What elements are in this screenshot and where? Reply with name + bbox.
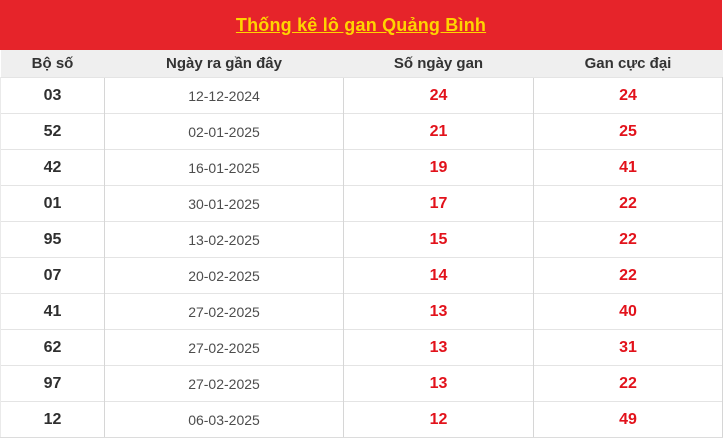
table-row: 07 20-02-2025 14 22 (0, 257, 723, 294)
cell-ngay-ra: 27-02-2025 (104, 329, 344, 366)
table-row: 95 13-02-2025 15 22 (0, 221, 723, 258)
cell-ngay-ra: 06-03-2025 (104, 401, 344, 438)
cell-gan-cuc-dai: 22 (533, 257, 723, 294)
cell-ngay-ra: 27-02-2025 (104, 293, 344, 330)
cell-so-ngay-gan: 17 (343, 185, 534, 222)
cell-bo-so: 95 (0, 221, 105, 258)
cell-so-ngay-gan: 13 (343, 365, 534, 402)
cell-ngay-ra: 27-02-2025 (104, 365, 344, 402)
cell-bo-so: 62 (0, 329, 105, 366)
cell-so-ngay-gan: 14 (343, 257, 534, 294)
title-banner: Thống kê lô gan Quảng Bình (0, 0, 722, 50)
cell-bo-so: 07 (0, 257, 105, 294)
cell-so-ngay-gan: 13 (343, 329, 534, 366)
cell-bo-so: 12 (0, 401, 105, 438)
cell-so-ngay-gan: 24 (343, 77, 534, 114)
cell-ngay-ra: 20-02-2025 (104, 257, 344, 294)
cell-gan-cuc-dai: 31 (533, 329, 723, 366)
cell-gan-cuc-dai: 41 (533, 149, 723, 186)
column-header-bo-so: Bộ số (0, 50, 105, 78)
cell-gan-cuc-dai: 22 (533, 221, 723, 258)
cell-so-ngay-gan: 12 (343, 401, 534, 438)
cell-gan-cuc-dai: 22 (533, 365, 723, 402)
table-header: Bộ số Ngày ra gần đây Số ngày gan Gan cự… (0, 50, 723, 78)
cell-gan-cuc-dai: 49 (533, 401, 723, 438)
cell-ngay-ra: 02-01-2025 (104, 113, 344, 150)
cell-so-ngay-gan: 19 (343, 149, 534, 186)
title-link[interactable]: Thống kê lô gan Quảng Bình (235, 14, 487, 35)
cell-bo-so: 52 (0, 113, 105, 150)
cell-bo-so: 42 (0, 149, 105, 186)
table-body: 03 12-12-2024 24 24 52 02-01-2025 21 25 … (0, 77, 723, 438)
cell-bo-so: 01 (0, 185, 105, 222)
gan-stats-table: Bộ số Ngày ra gần đây Số ngày gan Gan cự… (0, 50, 723, 438)
table-row: 41 27-02-2025 13 40 (0, 293, 723, 330)
column-header-so-ngay-gan: Số ngày gan (343, 50, 534, 78)
cell-ngay-ra: 12-12-2024 (104, 77, 344, 114)
cell-ngay-ra: 13-02-2025 (104, 221, 344, 258)
cell-bo-so: 41 (0, 293, 105, 330)
cell-bo-so: 03 (0, 77, 105, 114)
cell-bo-so: 97 (0, 365, 105, 402)
table-row: 12 06-03-2025 12 49 (0, 401, 723, 438)
cell-gan-cuc-dai: 25 (533, 113, 723, 150)
table-row: 42 16-01-2025 19 41 (0, 149, 723, 186)
cell-gan-cuc-dai: 24 (533, 77, 723, 114)
cell-so-ngay-gan: 13 (343, 293, 534, 330)
column-header-gan-cuc-dai: Gan cực đại (533, 50, 723, 78)
cell-so-ngay-gan: 15 (343, 221, 534, 258)
table-row: 01 30-01-2025 17 22 (0, 185, 723, 222)
column-header-ngay-ra: Ngày ra gần đây (104, 50, 344, 78)
cell-ngay-ra: 30-01-2025 (104, 185, 344, 222)
table-row: 03 12-12-2024 24 24 (0, 77, 723, 114)
cell-gan-cuc-dai: 40 (533, 293, 723, 330)
table-row: 62 27-02-2025 13 31 (0, 329, 723, 366)
header-row: Bộ số Ngày ra gần đây Số ngày gan Gan cự… (0, 50, 723, 78)
table-row: 97 27-02-2025 13 22 (0, 365, 723, 402)
cell-ngay-ra: 16-01-2025 (104, 149, 344, 186)
table-row: 52 02-01-2025 21 25 (0, 113, 723, 150)
cell-gan-cuc-dai: 22 (533, 185, 723, 222)
cell-so-ngay-gan: 21 (343, 113, 534, 150)
